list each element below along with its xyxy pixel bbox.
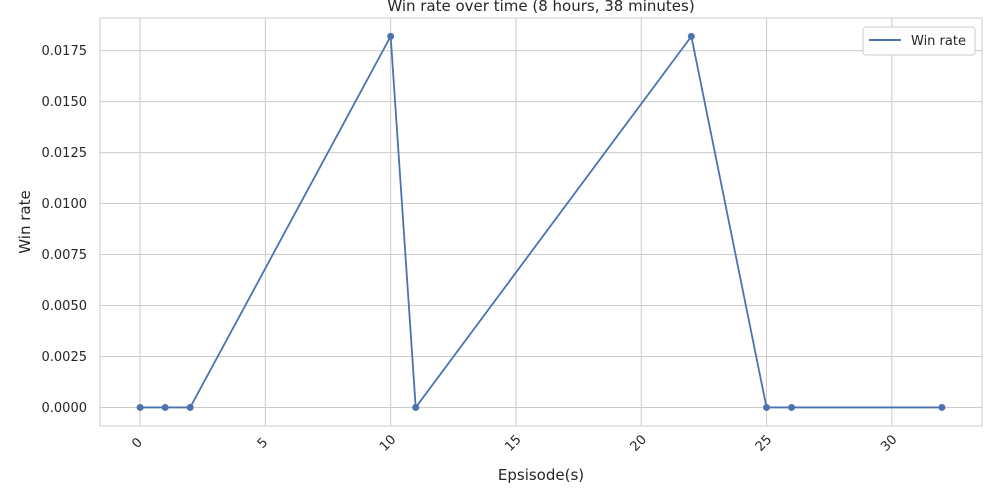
- x-tick-label: 0: [129, 435, 145, 451]
- data-point: [788, 403, 796, 411]
- data-point: [763, 403, 771, 411]
- data-point: [687, 32, 695, 40]
- x-tick-label: 20: [628, 432, 650, 454]
- y-tick-label: 0.0025: [42, 350, 88, 365]
- series-layer: [136, 32, 946, 411]
- chart-title: Win rate over time (8 hours, 38 minutes): [387, 0, 694, 15]
- y-tick-label: 0.0175: [42, 44, 88, 59]
- legend: Win rate: [862, 26, 976, 56]
- data-point: [186, 403, 194, 411]
- legend-label-win-rate: Win rate: [911, 34, 966, 49]
- data-point: [938, 403, 946, 411]
- data-point: [387, 32, 395, 40]
- y-tick-label: 0.0075: [42, 248, 88, 263]
- x-tick-label: 25: [753, 432, 775, 454]
- y-tick-label: 0.0000: [42, 401, 88, 416]
- y-tick-label: 0.0150: [42, 95, 88, 110]
- data-point: [412, 403, 420, 411]
- y-tick-label: 0.0125: [42, 146, 88, 161]
- x-axis-label: Epsisode(s): [498, 466, 584, 484]
- data-point: [136, 403, 144, 411]
- x-tick-label: 5: [255, 435, 271, 451]
- grid: [100, 18, 982, 426]
- x-tick-label: 10: [377, 432, 399, 454]
- y-tick-label: 0.0050: [42, 299, 88, 314]
- data-point: [161, 403, 169, 411]
- legend-box: [862, 26, 976, 56]
- y-axis-ticks: 0.0000 0.0025 0.0050 0.0075 0.0100 0.0125 0.01…: [42, 44, 88, 416]
- y-axis-label: Win rate: [16, 190, 34, 253]
- x-tick-label: 30: [878, 432, 900, 454]
- x-axis-ticks: 0 5 10 15 20 25 30: [129, 432, 900, 454]
- x-tick-label: 15: [502, 432, 524, 454]
- plot-area: [99, 17, 983, 427]
- y-tick-label: 0.0100: [42, 197, 88, 212]
